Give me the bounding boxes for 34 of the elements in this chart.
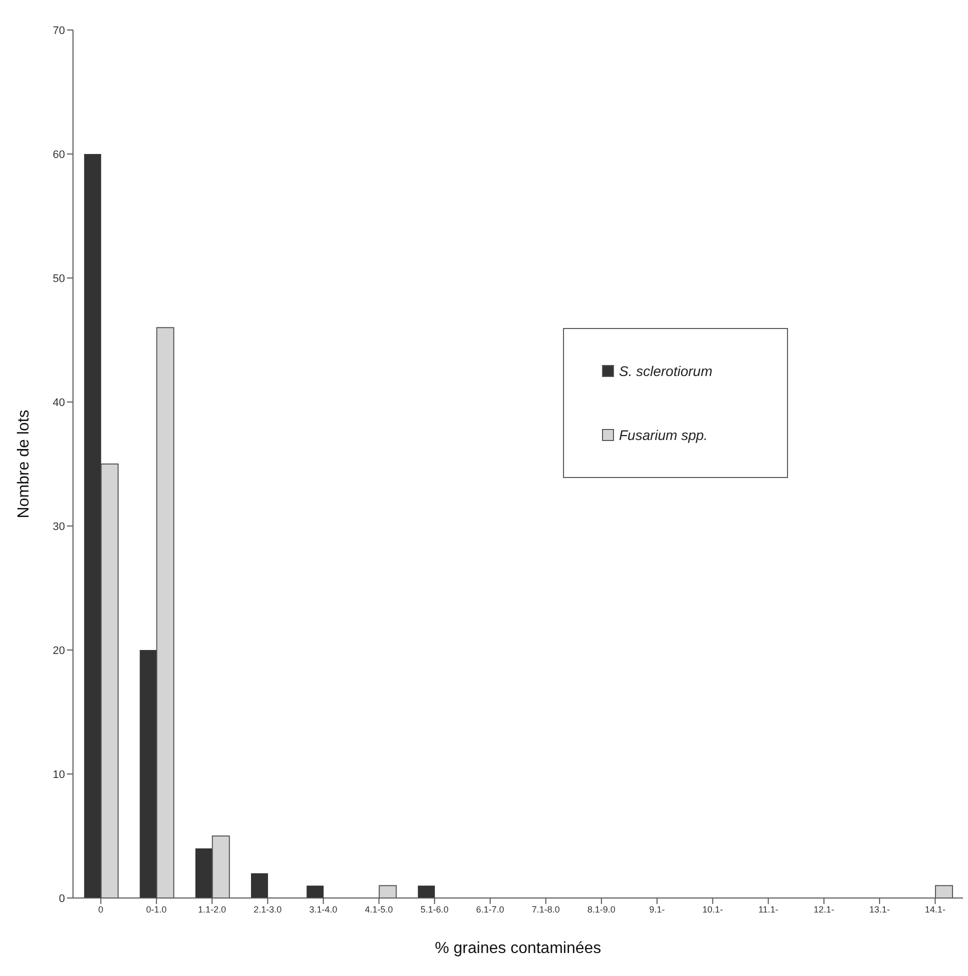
x-tick-label: 9.1- <box>649 904 665 914</box>
y-tick-label: 40 <box>52 396 65 409</box>
x-tick-label: 8.1-9.0 <box>587 904 616 914</box>
x-tick-label: 7.1-8.0 <box>532 904 560 914</box>
x-tick-label: 2.1-3.0 <box>254 904 282 914</box>
x-tick-label: 1.1-2.0 <box>198 904 226 914</box>
bar <box>418 886 435 898</box>
x-tick-label: 6.1-7.0 <box>476 904 504 914</box>
bar <box>195 848 212 898</box>
x-tick-label: 4.1-5.0 <box>364 904 393 914</box>
bar <box>251 873 268 898</box>
y-tick-label: 60 <box>52 148 65 161</box>
bar <box>140 650 157 898</box>
x-tick-label: 13.1- <box>869 904 890 914</box>
x-tick-label: 11.1- <box>758 904 778 914</box>
x-axis-title: % graines contaminées <box>434 940 602 957</box>
x-tick-label: 12.1- <box>814 904 834 914</box>
y-tick-label: 30 <box>52 520 65 533</box>
y-tick-label: 70 <box>52 24 65 37</box>
y-tick-label: 10 <box>52 768 65 781</box>
legend-label: Fusarium spp. <box>619 427 708 443</box>
bar <box>306 886 324 898</box>
y-tick-label: 20 <box>52 644 65 657</box>
y-tick-label: 50 <box>52 272 65 285</box>
x-tick-label: 5.1-6.0 <box>420 904 449 914</box>
legend-label: S. sclerotiorum <box>619 363 712 379</box>
x-tick-label: 14.1- <box>924 904 946 914</box>
x-tick-label: 3.1-4.0 <box>309 904 338 914</box>
x-tick-label: 0 <box>98 904 104 914</box>
bar <box>84 154 102 898</box>
y-axis-title: Nombre de lots <box>16 410 33 518</box>
x-tick-label: 0-1.0 <box>146 904 167 914</box>
y-tick-label: 0 <box>58 892 65 905</box>
x-tick-label: 10.1- <box>702 904 723 914</box>
